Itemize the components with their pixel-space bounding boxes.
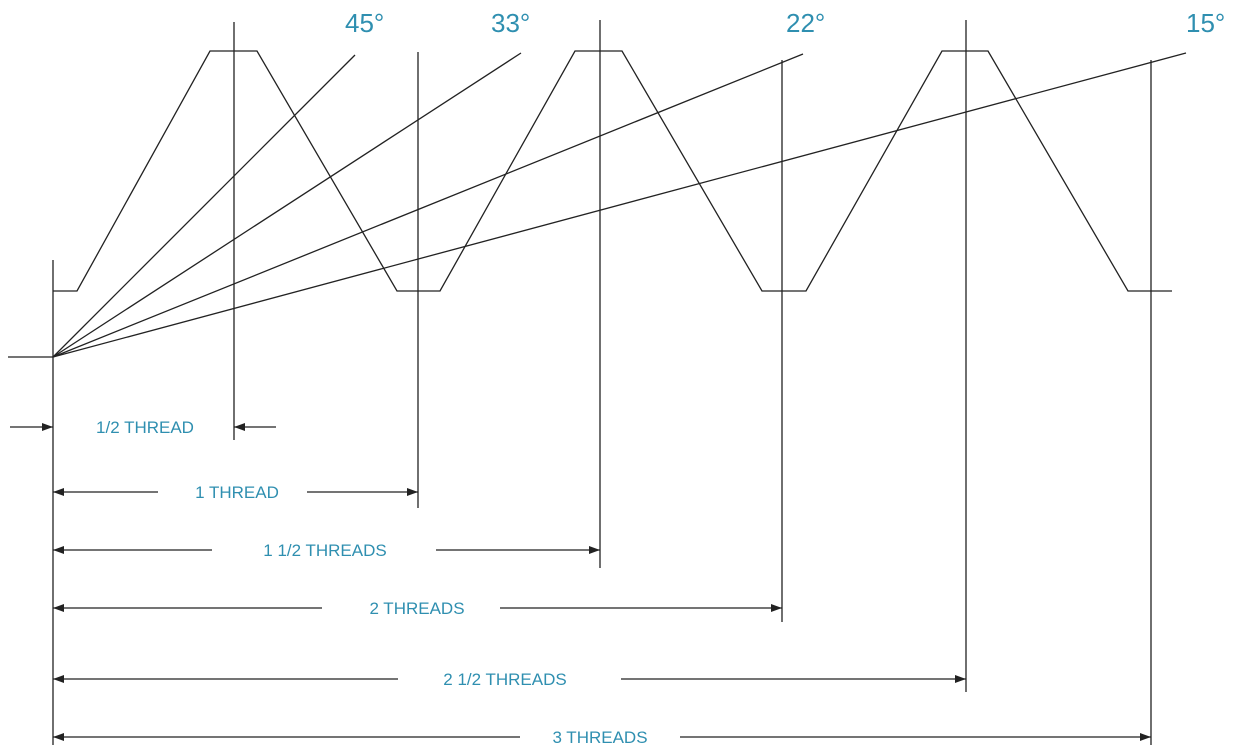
angle-label-45: 45° — [345, 8, 384, 38]
thread-profile — [53, 50, 1172, 292]
dimension-label-1-half-threads: 1 1/2 THREADS — [263, 541, 386, 560]
angle-line-45 — [52, 54, 356, 358]
dimension-1-thread — [53, 488, 418, 496]
angle-label-33: 33° — [491, 8, 530, 38]
dimension-label-2-threads: 2 THREADS — [369, 599, 464, 618]
angle-label-22: 22° — [786, 8, 825, 38]
angle-line-33 — [52, 52, 522, 358]
dimension-3-threads — [53, 733, 1151, 741]
dimension-label-half-thread: 1/2 THREAD — [96, 418, 194, 437]
dimension-1-half-threads — [53, 546, 600, 554]
dimension-2-half-threads — [53, 675, 966, 683]
angle-label-15: 15° — [1186, 8, 1225, 38]
dimension-2-threads — [53, 604, 782, 612]
dimension-label-3-threads: 3 THREADS — [552, 728, 647, 747]
angle-line-15 — [52, 52, 1187, 358]
dimension-half-thread — [10, 423, 276, 431]
dimension-label-1-thread: 1 THREAD — [195, 483, 279, 502]
dimension-label-2-half-threads: 2 1/2 THREADS — [443, 670, 566, 689]
angle-line-22 — [52, 53, 804, 358]
